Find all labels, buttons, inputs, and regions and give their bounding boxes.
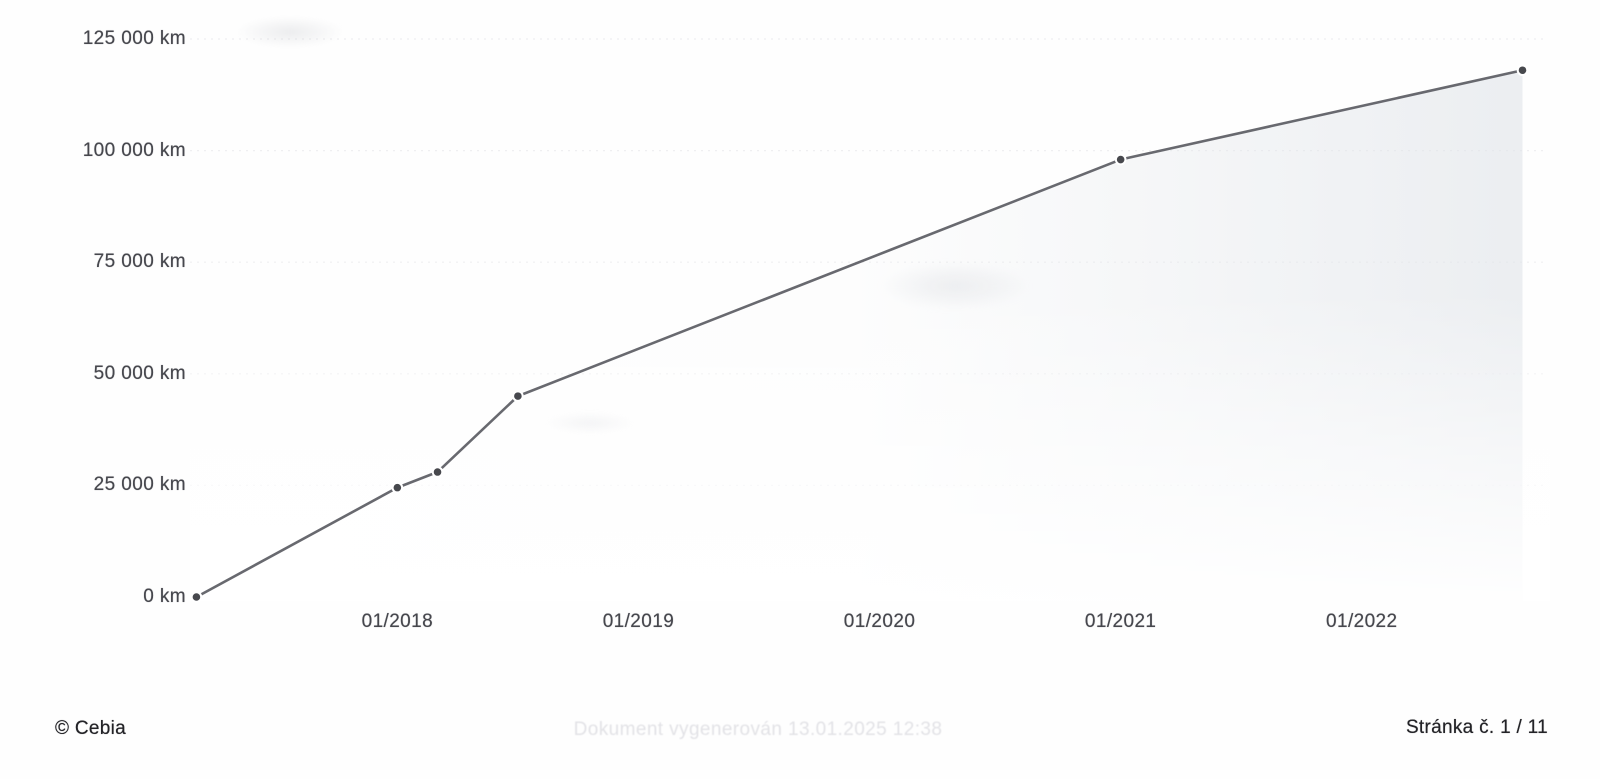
copyright-text: © Cebia	[55, 718, 127, 739]
y-axis-tick-label: 125 000 km	[82, 28, 186, 49]
generated-note: Dokument vygenerován 13.01.2025 12:38	[573, 719, 943, 740]
x-axis-tick-label: 01/2019	[602, 611, 675, 632]
y-axis-tick-label: 50 000 km	[93, 362, 186, 384]
x-axis-tick-label: 01/2018	[361, 611, 434, 632]
y-axis-tick-label: 25 000 km	[93, 474, 186, 496]
x-axis-tick-label: 01/2021	[1084, 611, 1157, 632]
x-axis-tick-label: 01/2022	[1326, 611, 1398, 632]
y-axis-tick-label: 75 000 km	[93, 251, 186, 273]
page-number: Stránka č. 1 / 11	[1405, 717, 1548, 738]
y-axis-tick-label: 100 000 km	[82, 139, 186, 161]
x-axis-tick-label: 01/2020	[843, 611, 916, 632]
y-axis-tick-label: 0 km	[143, 586, 186, 607]
